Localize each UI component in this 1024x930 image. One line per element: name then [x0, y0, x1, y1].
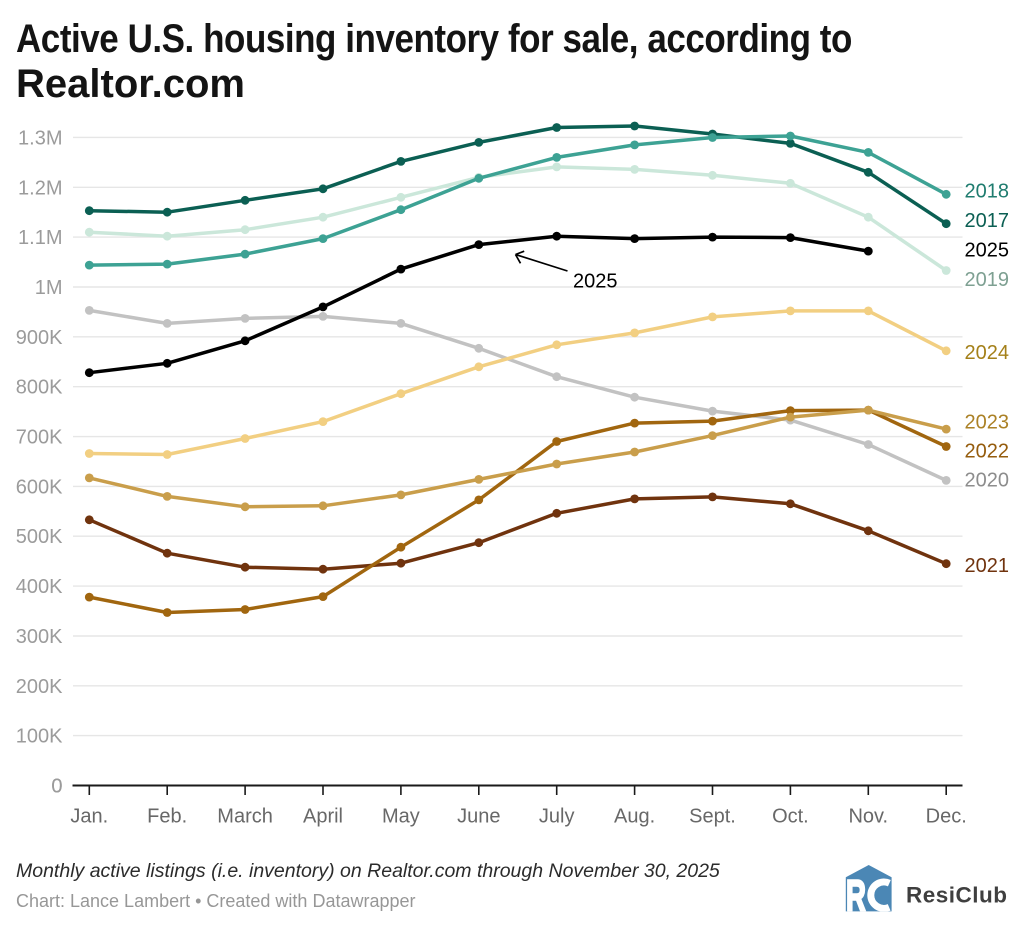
svg-text:1M: 1M [35, 277, 63, 299]
svg-text:2018: 2018 [965, 181, 1010, 203]
svg-text:May: May [382, 806, 420, 828]
svg-text:Aug.: Aug. [614, 806, 655, 828]
svg-text:Dec.: Dec. [926, 806, 967, 828]
svg-text:0: 0 [51, 776, 62, 798]
svg-text:500K: 500K [16, 526, 63, 548]
svg-text:July: July [539, 806, 575, 828]
svg-text:June: June [457, 806, 500, 828]
svg-text:2021: 2021 [965, 555, 1010, 577]
svg-text:2022: 2022 [965, 440, 1010, 462]
svg-text:March: March [217, 806, 273, 828]
svg-text:2019: 2019 [965, 269, 1010, 291]
svg-text:100K: 100K [16, 726, 63, 748]
svg-text:400K: 400K [16, 576, 63, 598]
svg-text:600K: 600K [16, 476, 63, 498]
svg-text:0: 0 [51, 776, 62, 798]
svg-text:900K: 900K [16, 327, 63, 349]
svg-text:2023: 2023 [965, 411, 1010, 433]
svg-text:Nov.: Nov. [848, 806, 888, 828]
svg-text:1.3M: 1.3M [18, 127, 62, 149]
svg-text:Feb.: Feb. [147, 806, 187, 828]
svg-text:200K: 200K [16, 676, 63, 698]
svg-text:2025: 2025 [573, 271, 618, 293]
svg-text:2017: 2017 [965, 210, 1010, 232]
svg-text:April: April [303, 806, 343, 828]
svg-text:ResiClub: ResiClub [906, 883, 1008, 908]
svg-text:2020: 2020 [965, 470, 1010, 492]
svg-text:R: R [846, 870, 866, 920]
svg-text:800K: 800K [16, 377, 63, 399]
svg-text:2025: 2025 [965, 240, 1010, 262]
svg-text:2024: 2024 [965, 342, 1010, 364]
svg-text:Sept.: Sept. [689, 806, 736, 828]
svg-text:Oct.: Oct. [772, 806, 809, 828]
svg-text:300K: 300K [16, 626, 63, 648]
svg-text:Jan.: Jan. [70, 806, 108, 828]
svg-text:1.1M: 1.1M [18, 227, 62, 249]
svg-text:700K: 700K [16, 427, 63, 449]
svg-text:1.2M: 1.2M [18, 177, 62, 199]
